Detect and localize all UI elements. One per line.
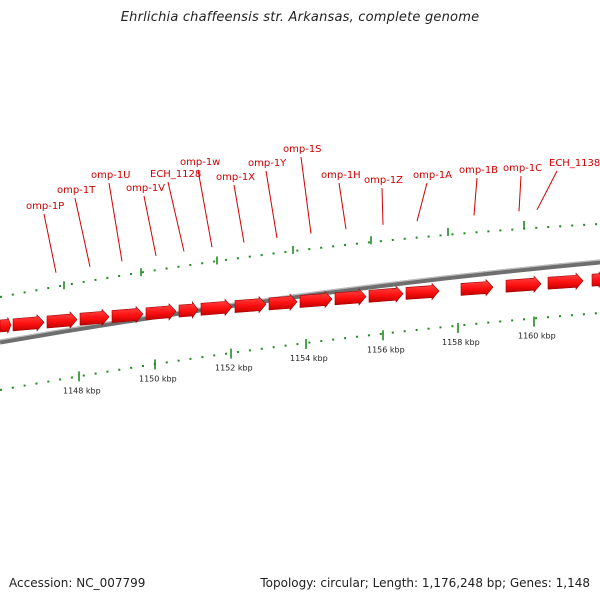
scale-tick-label: 1156 kbp (367, 345, 405, 354)
gene-arrow[interactable] (200, 298, 233, 317)
gene-leader-line (416, 182, 428, 222)
scale-tick-label: 1148 kbp (63, 386, 101, 395)
gene-label[interactable]: omp-1U (91, 170, 131, 181)
accession-text: Accession: NC_007799 (9, 576, 146, 590)
gene-track (0, 271, 600, 334)
gene-arrow[interactable] (334, 288, 367, 306)
gene-arrow[interactable] (79, 308, 110, 327)
gene-leader-line (518, 175, 522, 212)
gene-label[interactable]: omp-1B (459, 165, 498, 176)
gene-leader-line (167, 181, 185, 252)
gene-label[interactable]: omp-1T (57, 185, 96, 196)
gene-arrow[interactable] (12, 314, 45, 332)
gene-label[interactable]: ECH_1138 (549, 158, 600, 169)
gene-arrow[interactable] (234, 295, 267, 314)
gene-arrow[interactable] (111, 305, 144, 324)
gene-label[interactable]: omp-1w (180, 157, 220, 168)
gene-label[interactable]: omp-1P (26, 201, 64, 212)
gene-arrow[interactable] (145, 303, 177, 321)
genome-summary-text: Topology: circular; Length: 1,176,248 bp… (260, 576, 590, 590)
gene-leader-line (536, 170, 558, 211)
scale-tick-label: 1160 kbp (518, 332, 556, 341)
gene-leader-line (43, 213, 57, 273)
gene-leader-line (197, 169, 213, 248)
gene-label[interactable]: omp-1Y (248, 158, 287, 169)
genome-backbone-highlight (0, 259, 600, 341)
gene-label[interactable]: omp-1C (503, 163, 542, 174)
gene-label[interactable]: omp-1Z (364, 175, 403, 186)
gene-leader-line (338, 182, 347, 230)
upper-ruler (0, 223, 600, 298)
gene-arrow[interactable] (591, 271, 600, 288)
gene-leader-line (143, 195, 157, 256)
gene-arrow[interactable] (368, 285, 404, 304)
gene-leader-line (473, 177, 478, 216)
gene-arrow[interactable] (405, 282, 440, 301)
lower-ruler (0, 312, 600, 391)
gene-arrow[interactable] (0, 317, 12, 334)
gene-leader-line (300, 156, 312, 234)
gene-arrow[interactable] (460, 278, 494, 297)
gene-arrow[interactable] (299, 290, 333, 309)
gene-label[interactable]: omp-1H (321, 170, 361, 181)
gene-label[interactable]: omp-1S (283, 144, 322, 155)
gene-arrow[interactable] (178, 301, 199, 319)
gene-label[interactable]: omp-1A (413, 170, 452, 181)
gene-arrow[interactable] (268, 293, 298, 312)
gene-leader-line (265, 170, 278, 239)
scale-tick-label: 1152 kbp (215, 364, 253, 373)
gene-arrow[interactable] (46, 311, 78, 329)
map-title: Ehrlichia chaffeensis str. Arkansas, com… (120, 10, 480, 25)
gene-label[interactable]: omp-1V (126, 183, 165, 194)
scale-tick-label: 1150 kbp (139, 374, 177, 383)
gene-leader-line (108, 182, 123, 262)
gene-leader-line (233, 184, 245, 243)
scale-tick-label: 1154 kbp (290, 354, 328, 363)
gene-arrow[interactable] (547, 272, 584, 291)
gene-leader-line (381, 187, 384, 225)
gene-leader-line (74, 197, 91, 267)
scale-tick-label: 1158 kbp (442, 338, 480, 347)
gene-arrow[interactable] (505, 275, 542, 294)
gene-label[interactable]: ECH_1128 (150, 169, 201, 180)
gene-label[interactable]: omp-1X (216, 172, 255, 183)
